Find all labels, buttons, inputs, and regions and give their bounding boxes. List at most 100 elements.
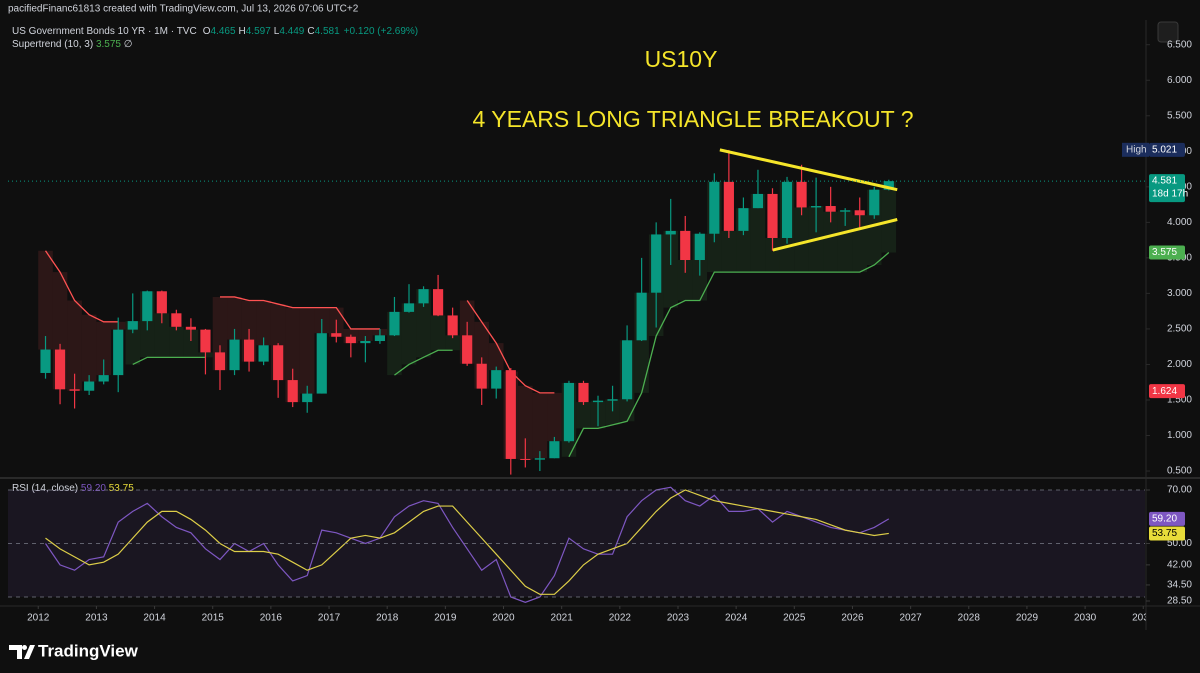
x-tick-label: 2012 [27,613,50,624]
y-tick-label: 4.000 [1167,217,1192,228]
candle-body [127,321,138,330]
price-tag-value: 3.575 [1152,247,1177,258]
ohlc-value: 4.449 [279,26,304,37]
x-tick-label: 2027 [899,613,922,624]
supertrend-fill [750,193,766,273]
x-tick-label: 2019 [434,613,457,624]
candle-body [563,382,575,442]
candle-body [258,345,269,362]
supertrend-fill [837,210,853,273]
candle-body [84,381,95,391]
candle-body [840,210,851,212]
ohlc-value: 4.465 [210,26,235,37]
price-tag [1149,245,1185,260]
x-tick-label: 2030 [1074,613,1097,624]
candle-body [287,380,298,403]
candle-body [403,303,415,312]
supertrend-fill [576,402,591,429]
candle-body [578,382,589,403]
annotation-title: US10Y [645,46,718,72]
candle-body [185,326,196,330]
symbol: US Government Bonds 10 YR · 1M · TVC [12,26,197,37]
settings-icon[interactable] [1157,21,1179,43]
supertrend-fill [794,207,809,273]
supertrend-line [219,296,380,330]
supertrend-fill [721,230,737,273]
x-tick-label: 2024 [725,613,748,624]
supertrend-fill [38,250,53,350]
candle-body [883,181,894,190]
ohlc-key: H [239,26,246,37]
supertrend-fill [154,313,170,358]
candle-body [622,340,633,400]
candle-body [607,399,618,401]
legend-main: US Government Bonds 10 YR · 1M · TVC O4.4… [12,26,418,37]
candle-body [723,181,734,231]
candle-body [447,315,458,336]
price-tag-value: 1.624 [1152,386,1177,397]
rsi-ma-value: 53.75 [109,483,134,494]
y-tick-label: 5.500 [1167,110,1192,121]
y-tick-label: 6.500 [1167,39,1192,50]
supertrend-fill [212,296,228,371]
x-tick-label: 2025 [783,613,806,624]
candle-body [331,333,342,337]
y-tick-label: 0.500 [1167,466,1192,477]
x-tick-label: 2023 [667,613,690,624]
candle-body [651,234,662,293]
supertrend-line [44,250,119,323]
x-tick-label: 2029 [1016,613,1039,624]
candle-body [156,291,167,314]
candle-body [811,206,822,208]
supertrend-fill [227,296,242,340]
supertrend-fill [96,321,111,376]
rsi-tag [1149,526,1185,541]
candle-body [592,400,604,403]
supertrend-fill [256,300,271,346]
y-tick-label: 1.000 [1167,430,1192,441]
candle-body [142,291,153,322]
x-tick-label: 2022 [609,613,632,624]
plot-area: 2012 2013 2014 2015 2016 2017 2018 2019 2020 2021… [27,148,1146,624]
rsi-tick-label: 34.50 [1167,580,1192,591]
x-tick-label: 2014 [143,613,166,624]
candle-body [316,333,327,394]
rsi-line [45,489,889,595]
candle-body [534,458,545,460]
candle-body [418,289,429,304]
rsi-tag-value: 59.20 [1152,514,1177,525]
supertrend-fill [605,399,620,425]
supertrend-fill [823,211,838,273]
supertrend-fill [430,315,446,351]
rsi-tick-label: 70.00 [1167,485,1192,496]
candle-body [69,389,80,391]
supertrend-fill [125,321,141,365]
supertrend-fill [67,300,82,391]
supertrend-fill [765,237,780,273]
candle-body [738,208,749,231]
rsi-tick-label: 42.00 [1167,560,1192,571]
price-tag [1149,174,1185,203]
rsi-tag [1149,511,1185,526]
y-tick-label: 3.000 [1167,288,1192,299]
candle-body [636,292,647,341]
ohlc-value: 4.581 [315,26,340,37]
rsi-value: 59.20 [81,483,106,494]
rsi-line [45,486,890,603]
x-tick-label: 2028 [958,613,981,624]
candle-body [345,336,356,344]
y-tick-label: 6.000 [1167,75,1192,86]
candle-body [767,193,778,238]
supertrend-fill [299,307,315,394]
candle-body [54,349,66,390]
price-tag [1149,384,1185,399]
supertrend-fill [445,335,460,351]
x-tick-label: 2026 [841,613,864,624]
y-tick-label: 2.000 [1167,359,1192,370]
candle-body [432,289,444,316]
price-tag-note: 18d 17h [1152,189,1188,200]
change: +0.120 (+2.69%) [344,26,419,37]
x-tick-label: 2020 [492,613,515,624]
supertrend-fill [488,343,504,371]
